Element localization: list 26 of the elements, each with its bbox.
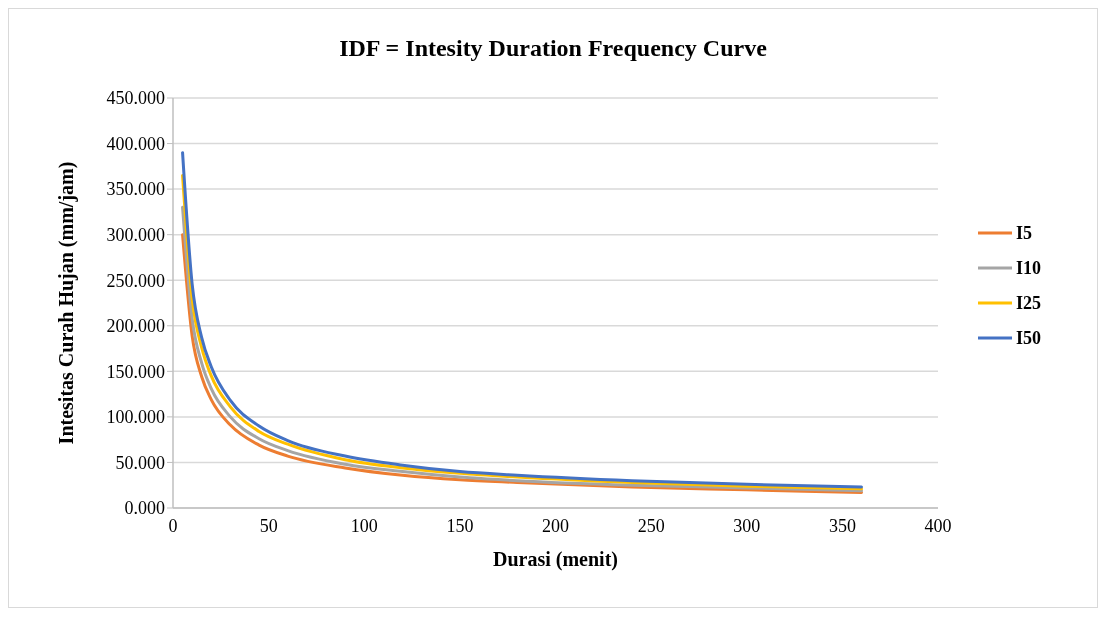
x-tick-label: 300: [733, 516, 761, 536]
legend-label: I50: [1016, 328, 1042, 349]
legend-label: I10: [1016, 258, 1042, 279]
y-tick-label: 300.000: [106, 224, 165, 245]
y-tick-label: 150.000: [106, 361, 165, 382]
legend-label: I5: [1016, 223, 1033, 244]
x-axis-title: Durasi (menit): [493, 548, 618, 571]
y-tick-label: 200.000: [106, 316, 165, 337]
y-tick-label: 0.000: [124, 498, 165, 519]
x-tick-label: 150: [446, 516, 474, 536]
x-tick-label: 100: [350, 516, 378, 536]
legend-label: I25: [1016, 293, 1042, 314]
x-tick-label: 400: [924, 516, 952, 536]
y-tick-label: 350.000: [106, 179, 165, 200]
y-tick-label: 400.000: [106, 133, 165, 154]
y-tick-label: 100.000: [106, 407, 165, 428]
y-tick-label: 50.000: [115, 452, 165, 473]
x-tick-label: 0: [168, 516, 178, 536]
y-tick-label: 250.000: [106, 270, 165, 291]
y-tick-label: 450.000: [106, 88, 165, 109]
y-axis-title: Intesitas Curah Hujan (mm/jam): [55, 161, 78, 445]
x-tick-label: 350: [828, 516, 856, 536]
x-tick-label: 200: [542, 516, 569, 536]
x-tick-label: 250: [637, 516, 665, 536]
x-tick-label: 50: [259, 516, 278, 536]
chart-title: IDF = Intesity Duration Frequency Curve: [339, 35, 768, 61]
